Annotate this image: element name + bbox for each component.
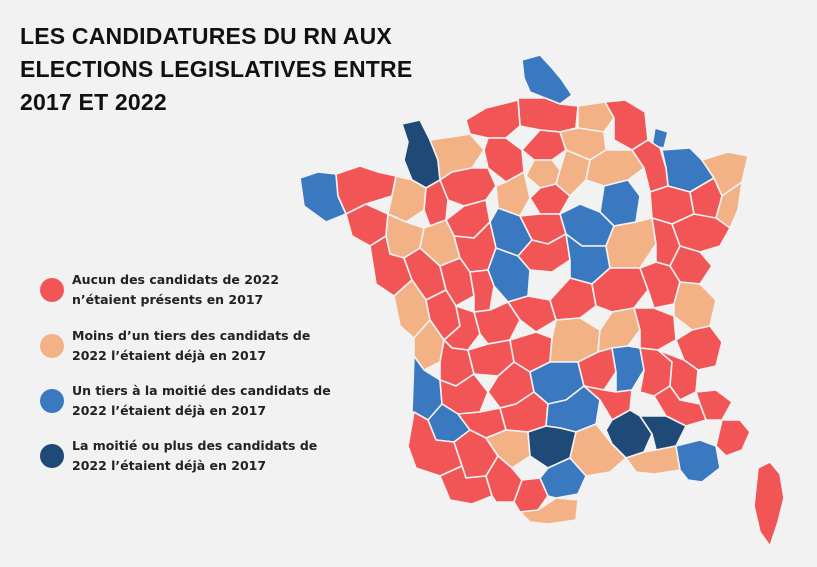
department-none: [657, 349, 699, 401]
department-none: [715, 419, 751, 457]
legend-swatch-mid: [40, 389, 64, 413]
title-line-2: ELECTIONS LEGISLATIVES ENTRE: [20, 56, 413, 82]
legend-label-line2: 2022 l’étaient déjà en 2017: [72, 348, 267, 363]
legend-item-mid: Un tiers à la moitié des candidats de 20…: [40, 381, 360, 423]
department-low: [577, 101, 615, 133]
legend-label-line1: La moitié ou plus des candidats de: [72, 438, 318, 453]
department-none: [517, 97, 579, 133]
legend-label-line2: 2022 l’étaient déjà en 2017: [72, 458, 267, 473]
map-legend: Aucun des candidats de 2022 n’étaient pr…: [40, 270, 360, 492]
department-none: [469, 269, 495, 313]
department-none: [631, 139, 669, 193]
legend-item-low: Moins d’un tiers des candidats de 2022 l…: [40, 326, 360, 368]
legend-label-line2: n’étaient présents en 2017: [72, 292, 264, 307]
department-none: [695, 389, 733, 421]
department-low: [585, 149, 645, 187]
department-high: [401, 119, 441, 189]
department-low: [673, 281, 717, 331]
department-low: [519, 497, 579, 525]
legend-label-line1: Un tiers à la moitié des candidats de: [72, 383, 331, 398]
legend-swatch-none: [40, 278, 64, 302]
title-line-3: 2017 ET 2022: [20, 89, 167, 115]
map-title: LES CANDIDATURES DU RN AUX ELECTIONS LEG…: [20, 20, 440, 119]
legend-label-line1: Moins d’un tiers des candidats de: [72, 328, 311, 343]
legend-item-high: La moitié ou plus des candidats de 2022 …: [40, 436, 360, 478]
department-mid: [521, 54, 573, 105]
department-mid: [675, 439, 721, 483]
department-none: [604, 99, 649, 151]
department-none: [521, 129, 567, 161]
department-low: [569, 423, 627, 477]
legend-label-line2: 2022 l’étaient déjà en 2017: [72, 403, 267, 418]
legend-item-none: Aucun des candidats de 2022 n’étaient pr…: [40, 270, 360, 312]
department-none: [549, 277, 597, 321]
legend-label-line1: Aucun des candidats de 2022: [72, 272, 280, 287]
department-none: [591, 267, 649, 313]
department-mid: [651, 127, 669, 149]
department-low: [605, 217, 657, 269]
department-none: [753, 461, 785, 547]
legend-swatch-high: [40, 444, 64, 468]
legend-swatch-low: [40, 334, 64, 358]
department-mid: [611, 345, 645, 393]
department-none: [473, 301, 521, 345]
departments-layer: [299, 54, 785, 547]
title-line-1: LES CANDIDATURES DU RN AUX: [20, 23, 392, 49]
department-none: [633, 307, 677, 351]
department-none: [583, 385, 633, 421]
department-low: [597, 307, 641, 353]
department-mid: [539, 457, 587, 499]
department-none: [465, 99, 521, 139]
